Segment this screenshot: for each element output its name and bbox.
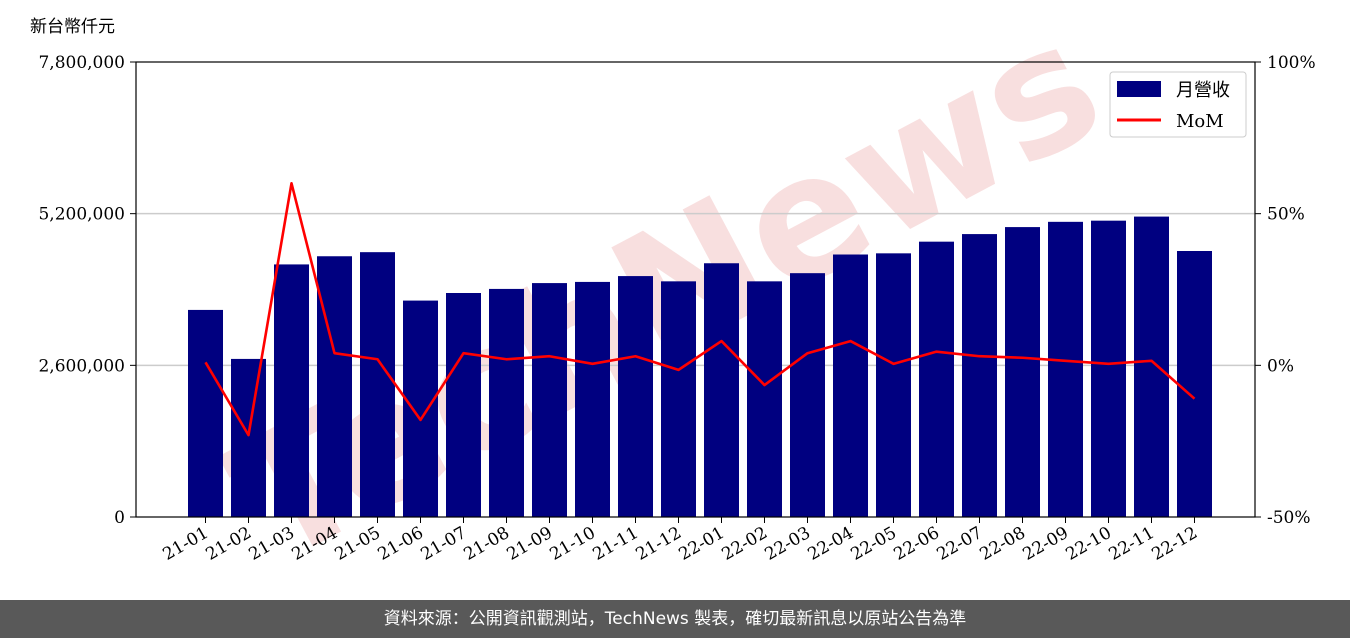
x-tick-label: 22-02	[719, 523, 771, 565]
x-tick-label: 21-10	[547, 523, 599, 565]
x-tick-label: 22-08	[977, 523, 1029, 565]
bar	[1177, 251, 1212, 517]
bar	[274, 264, 309, 517]
bar	[833, 254, 868, 517]
bar	[704, 263, 739, 517]
mom-series	[204, 182, 1196, 437]
bar	[446, 293, 481, 517]
y-tick-label: 0	[114, 508, 125, 528]
legend-label-line: MoM	[1176, 111, 1224, 132]
x-tick-label: 22-10	[1063, 523, 1115, 565]
x-tick-label: 22-11	[1106, 523, 1158, 565]
bar	[1091, 220, 1126, 517]
bar	[403, 300, 438, 517]
y-tick-label: 7,800,000	[38, 53, 125, 73]
bar	[231, 358, 266, 517]
x-tick-label: 22-05	[848, 523, 900, 565]
bar	[1048, 221, 1083, 518]
bar	[962, 234, 997, 518]
bar	[919, 241, 954, 517]
x-tick-label: 22-12	[1149, 523, 1201, 565]
x-tick-label: 22-03	[762, 523, 814, 565]
bar	[360, 252, 395, 517]
bar	[1134, 216, 1169, 518]
y2-tick-label: 100%	[1267, 53, 1316, 73]
bar	[1005, 227, 1040, 518]
legend: 月營收 MoM	[1109, 71, 1247, 138]
x-tick-label: 22-04	[805, 523, 857, 565]
x-tick-label: 21-12	[633, 523, 685, 565]
bar	[876, 253, 911, 518]
x-tick-label: 22-07	[934, 523, 986, 565]
x-tick-label: 22-01	[676, 523, 728, 565]
bar	[618, 276, 653, 517]
x-tick-label: 21-02	[203, 523, 255, 565]
y-axis-unit-label: 新台幣仟元	[30, 17, 115, 37]
x-tick-label: 21-11	[590, 523, 642, 565]
y-tick-label: 2,600,000	[38, 356, 125, 376]
mom-line	[204, 182, 1196, 437]
right-axis: -50% 0% 50% 100%	[1255, 53, 1316, 528]
y2-tick-label: 0%	[1267, 356, 1294, 376]
y2-tick-label: -50%	[1267, 508, 1311, 528]
legend-bar-swatch	[1117, 81, 1161, 97]
bar	[747, 281, 782, 517]
y2-tick-label: 50%	[1267, 205, 1305, 225]
left-axis: 0 2,600,000 5,200,000 7,800,000	[38, 53, 136, 528]
x-tick-label: 22-06	[891, 523, 943, 565]
x-tick-label: 21-08	[461, 523, 513, 565]
bar	[790, 273, 825, 517]
bar	[489, 288, 524, 517]
bar	[188, 309, 223, 517]
bar	[661, 281, 696, 517]
plot-frame	[135, 61, 1256, 518]
x-tick-label: 21-09	[504, 523, 556, 565]
bar	[575, 281, 610, 517]
x-tick-label: 22-09	[1020, 523, 1072, 565]
bar-series	[188, 216, 1212, 518]
legend-label-bars: 月營收	[1176, 80, 1230, 101]
bar	[532, 283, 567, 517]
bar	[317, 256, 352, 517]
y-tick-label: 5,200,000	[38, 205, 125, 225]
source-footer: 資料來源：公開資訊觀測站，TechNews 製表，確切最新訊息以原站公告為準	[0, 600, 1350, 638]
x-tick-label: 21-01	[160, 523, 212, 565]
